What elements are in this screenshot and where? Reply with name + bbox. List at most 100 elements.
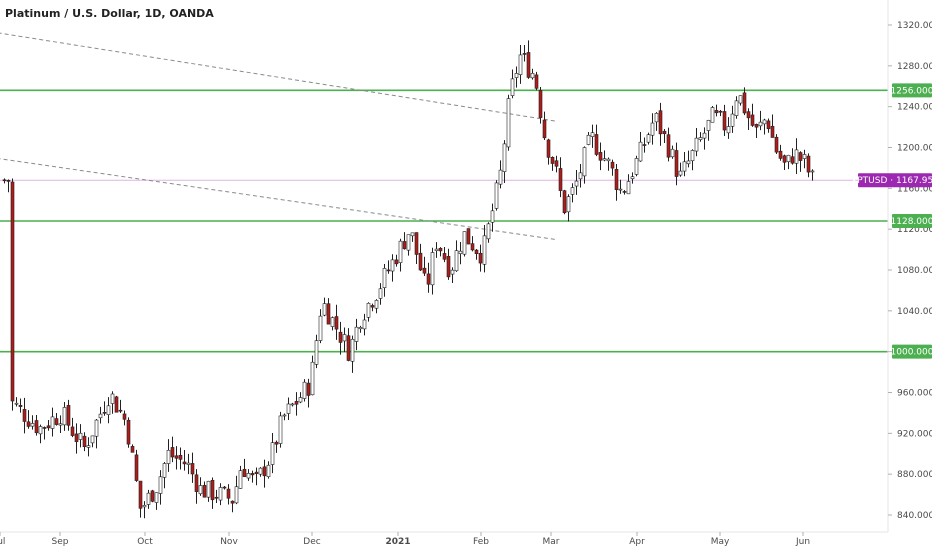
- level-tag: [892, 344, 932, 359]
- candle-body: [586, 134, 591, 145]
- candle: [98, 406, 103, 424]
- candle-body: [34, 420, 39, 434]
- candle-body: [710, 107, 715, 123]
- x-tick-label: Nov: [220, 537, 238, 547]
- candle: [150, 489, 155, 503]
- candle: [510, 69, 515, 99]
- level-tag: [892, 83, 932, 98]
- candle-body: [714, 110, 719, 114]
- candle: [354, 318, 359, 351]
- candle: [778, 144, 783, 161]
- candle-body: [718, 110, 723, 113]
- candle: [614, 164, 619, 201]
- candle: [274, 440, 279, 453]
- candle: [14, 397, 19, 407]
- candle-body: [326, 303, 331, 325]
- candle-body: [270, 442, 275, 465]
- candle-body: [598, 152, 603, 161]
- candle: [366, 302, 371, 322]
- candle: [206, 480, 211, 502]
- candle-body: [550, 157, 555, 164]
- candle: [18, 398, 23, 413]
- candle-body: [6, 180, 11, 182]
- candle-body: [454, 250, 459, 272]
- candle: [398, 238, 403, 272]
- candle-body: [358, 327, 363, 330]
- candle: [622, 189, 627, 195]
- candle: [26, 410, 31, 429]
- candle-body: [702, 132, 707, 139]
- channel-lines: [0, 32, 555, 240]
- candle-body: [642, 144, 647, 146]
- candle: [726, 117, 731, 139]
- candle-body: [562, 190, 567, 214]
- candle-body: [162, 463, 167, 478]
- candle-body: [738, 95, 743, 104]
- candle-body: [626, 181, 631, 195]
- candle-body: [314, 340, 319, 365]
- candle: [754, 123, 759, 139]
- candle: [70, 417, 75, 438]
- candle: [294, 392, 299, 416]
- candle: [750, 103, 755, 127]
- channel-line: [0, 158, 555, 240]
- candle: [242, 458, 247, 478]
- candle-body: [138, 480, 143, 509]
- y-tick-label: 1200.000: [897, 144, 932, 154]
- candle-body: [538, 90, 543, 118]
- candle-body: [654, 113, 659, 123]
- candle-body: [258, 467, 263, 475]
- candle-body: [382, 268, 387, 289]
- candle-body: [462, 231, 467, 255]
- horizontal-levels: [0, 89, 888, 353]
- candle: [574, 169, 579, 195]
- candle-body: [646, 134, 651, 143]
- candle-body: [106, 405, 111, 415]
- candle-body: [262, 466, 267, 477]
- candle-body: [14, 402, 19, 405]
- candle: [254, 467, 259, 486]
- candle-body: [678, 170, 683, 176]
- candle-body: [150, 490, 155, 502]
- candle: [690, 149, 695, 171]
- candle: [310, 355, 315, 396]
- candle: [646, 132, 651, 145]
- candle-body: [158, 476, 163, 494]
- candle: [674, 142, 679, 186]
- candle: [490, 203, 495, 232]
- candle-body: [622, 191, 627, 193]
- candle: [666, 127, 671, 162]
- candle-body: [134, 454, 139, 481]
- candle-body: [226, 488, 231, 499]
- candle: [478, 244, 483, 272]
- candle: [686, 150, 691, 168]
- candle: [506, 94, 511, 151]
- time-axis[interactable]: Sep Oct Nov Dec 2021 Feb Mar Apr May Jun Jul: [0, 532, 810, 547]
- candle: [502, 140, 507, 183]
- candle-body: [306, 382, 311, 396]
- candle-body: [250, 473, 255, 476]
- candle: [74, 423, 79, 454]
- candle-body: [82, 435, 87, 448]
- candle-body: [682, 161, 687, 172]
- candle: [302, 379, 307, 402]
- candle: [190, 452, 195, 483]
- candle: [746, 108, 751, 130]
- candle-body: [446, 256, 451, 278]
- candle-body: [758, 121, 763, 127]
- x-tick-label: Oct: [137, 537, 153, 547]
- level-tag-label: 1256.000: [891, 86, 932, 96]
- candle: [638, 132, 643, 162]
- candle-body: [402, 241, 407, 250]
- candle-body: [286, 403, 291, 414]
- candle: [650, 113, 655, 145]
- candle-body: [398, 240, 403, 263]
- candle-body: [30, 423, 35, 427]
- candle-body: [42, 427, 47, 429]
- x-tick-label: Sep: [52, 537, 69, 547]
- candle: [710, 105, 715, 123]
- candle-body: [334, 316, 339, 330]
- candle: [130, 444, 135, 453]
- price-axis[interactable]: 1320.000 1280.000 1240.000 1200.000 1160.000…: [888, 21, 932, 521]
